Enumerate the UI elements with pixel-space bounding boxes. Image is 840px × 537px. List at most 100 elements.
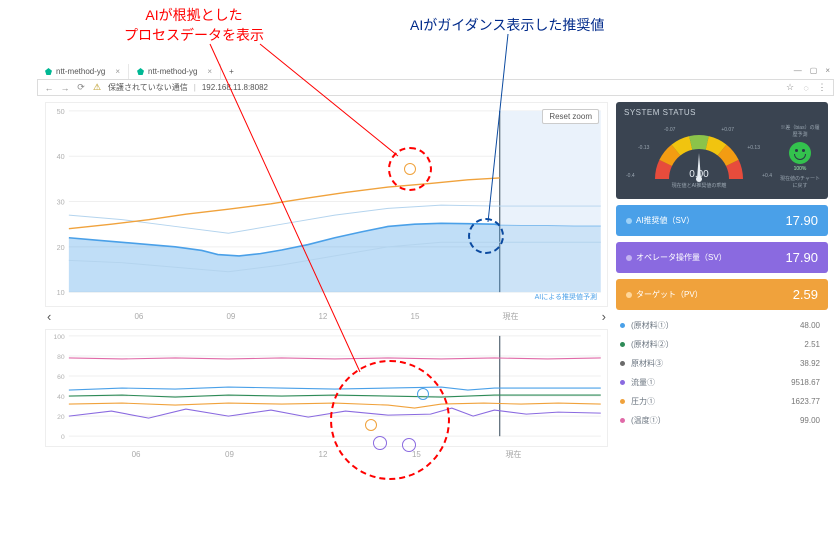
browser-url-bar[interactable]: ← → ⟳ ⚠ 保護されていない通信 | 192.168.11.8:8082 ☆… bbox=[37, 79, 834, 96]
kpi-ai-sv: AI推奨値（SV） 17.90 bbox=[616, 205, 828, 236]
window-maximize-icon[interactable]: ▢ bbox=[810, 66, 818, 75]
kpi-label: ターゲット（PV） bbox=[636, 289, 703, 300]
process-var-row[interactable]: 流量① 9518.67 bbox=[616, 373, 828, 392]
process-var-value: 48.00 bbox=[800, 321, 820, 330]
annotation-right: AIがガイダンス表示した推奨値 bbox=[410, 16, 604, 36]
process-var-label: 原材料③ bbox=[631, 358, 663, 369]
x-tick: 09 bbox=[225, 450, 234, 459]
system-status-title: SYSTEM STATUS bbox=[624, 108, 820, 117]
new-tab-button[interactable]: + bbox=[221, 64, 242, 79]
gauge-scale: -0.4 bbox=[626, 173, 635, 179]
x-tick: 12 bbox=[319, 450, 328, 459]
chart-nav-next-icon[interactable]: › bbox=[602, 309, 606, 324]
x-tick: 06 bbox=[132, 450, 141, 459]
kpi-label: オペレータ操作量（SV） bbox=[636, 252, 727, 263]
status-smile: ※差（bias）の履歴予測 100% 現在値のチャートに戻す bbox=[780, 124, 820, 189]
svg-text:80: 80 bbox=[57, 354, 65, 361]
x-tick: 15 bbox=[412, 450, 421, 459]
x-tick: 09 bbox=[226, 312, 235, 321]
browser-tab-2[interactable]: ntt-method-yg × bbox=[129, 64, 221, 79]
gauge-scale: +0.13 bbox=[747, 145, 760, 151]
smile-value: 100% bbox=[780, 166, 820, 172]
process-var-value: 99.00 bbox=[800, 416, 820, 425]
svg-text:60: 60 bbox=[57, 374, 65, 381]
process-var-label: 流量① bbox=[631, 377, 655, 388]
svg-text:20: 20 bbox=[57, 414, 65, 421]
kpi-value: 2.59 bbox=[793, 287, 818, 302]
nav-reload-icon[interactable]: ⟳ bbox=[76, 83, 86, 93]
gauge-scale: -0.13 bbox=[638, 145, 649, 151]
bookmark-icon[interactable]: ☆ bbox=[785, 83, 795, 93]
profile-icon[interactable]: ◌ bbox=[801, 83, 811, 93]
tab-favicon bbox=[137, 68, 144, 75]
browser-tab-1[interactable]: ntt-method-yg × bbox=[37, 64, 129, 79]
svg-text:40: 40 bbox=[57, 394, 65, 401]
svg-text:40: 40 bbox=[57, 153, 65, 161]
chart-nav-prev-icon[interactable]: ‹ bbox=[47, 309, 51, 324]
menu-icon[interactable]: ⋮ bbox=[817, 83, 827, 93]
system-status-panel: SYSTEM STATUS 0.00 現在値とAI推奨値の乖離 -0.4 -0.… bbox=[616, 102, 828, 199]
process-var-row[interactable]: 原材料③ 38.92 bbox=[616, 354, 828, 373]
svg-text:10: 10 bbox=[57, 289, 65, 297]
process-var-value: 1623.77 bbox=[791, 397, 820, 406]
process-var-label: (温度①） bbox=[631, 415, 666, 426]
series-color-dot bbox=[620, 380, 625, 385]
smile-header: ※差（bias）の履歴予測 bbox=[780, 124, 820, 138]
chart-bottom[interactable]: 020406080100 bbox=[45, 329, 608, 447]
process-var-value: 9518.67 bbox=[791, 378, 820, 387]
tab-close-icon[interactable]: × bbox=[207, 67, 212, 76]
kpi-target-pv: ターゲット（PV） 2.59 bbox=[616, 279, 828, 310]
security-warn-icon: ⚠ bbox=[92, 83, 102, 93]
series-color-dot bbox=[620, 361, 625, 366]
x-tick: 15 bbox=[411, 312, 420, 321]
kpi-value: 17.90 bbox=[785, 213, 818, 228]
series-color-dot bbox=[620, 399, 625, 404]
x-tick: 06 bbox=[134, 312, 143, 321]
x-tick: 現在 bbox=[505, 449, 521, 460]
chart-top-legend: AIによる推奨値予測 bbox=[535, 292, 597, 302]
gauge: 0.00 現在値とAI推奨値の乖離 -0.4 -0.13 -0.07 +0.07… bbox=[624, 121, 774, 191]
smile-face-icon bbox=[789, 142, 811, 164]
process-var-value: 2.51 bbox=[804, 340, 820, 349]
kpi-operator-sv: オペレータ操作量（SV） 17.90 bbox=[616, 242, 828, 273]
svg-text:100: 100 bbox=[53, 334, 65, 341]
process-var-row[interactable]: (原材料①） 48.00 bbox=[616, 316, 828, 335]
tab-title-2: ntt-method-yg bbox=[148, 67, 197, 76]
kpi-label: AI推奨値（SV） bbox=[636, 215, 694, 226]
series-color-dot bbox=[620, 323, 625, 328]
gauge-scale: +0.4 bbox=[762, 173, 772, 179]
process-var-label: 圧力① bbox=[631, 396, 655, 407]
process-var-row[interactable]: 圧力① 1623.77 bbox=[616, 392, 828, 411]
process-var-label: (原材料①） bbox=[631, 320, 674, 331]
window-close-icon[interactable]: × bbox=[825, 66, 830, 75]
chart-top[interactable]: Reset zoom 10 20 30 40 50 AIによる推奨値予測 bbox=[45, 102, 608, 307]
process-var-list: (原材料①） 48.00 (原材料②）2.51 原材料③ 38.92 流量① 9518.67… bbox=[616, 316, 828, 430]
series-color-dot bbox=[620, 342, 625, 347]
svg-text:30: 30 bbox=[57, 199, 65, 207]
tab-title-1: ntt-method-yg bbox=[56, 67, 105, 76]
nav-forward-icon[interactable]: → bbox=[60, 83, 70, 93]
process-var-row[interactable]: (温度①） 99.00 bbox=[616, 411, 828, 430]
process-var-row[interactable]: (原材料②）2.51 bbox=[616, 335, 828, 354]
kpi-dot bbox=[626, 255, 632, 261]
annotation-left-line2: プロセスデータを表示 bbox=[124, 26, 264, 46]
window-minimize-icon[interactable]: — bbox=[794, 66, 802, 75]
reset-zoom-button[interactable]: Reset zoom bbox=[542, 109, 599, 124]
svg-text:50: 50 bbox=[57, 108, 65, 116]
process-var-value: 38.92 bbox=[800, 359, 820, 368]
security-text: 保護されていない通信 bbox=[108, 82, 188, 93]
gauge-scale: +0.07 bbox=[721, 127, 734, 133]
kpi-value: 17.90 bbox=[785, 250, 818, 265]
tab-close-icon[interactable]: × bbox=[115, 67, 120, 76]
tab-favicon bbox=[45, 68, 52, 75]
smile-sub[interactable]: 現在値のチャートに戻す bbox=[780, 175, 820, 189]
gauge-subtitle: 現在値とAI推奨値の乖離 bbox=[672, 182, 727, 189]
nav-back-icon[interactable]: ← bbox=[44, 83, 54, 93]
kpi-dot bbox=[626, 218, 632, 224]
browser-tabbar: ntt-method-yg × ntt-method-yg × + bbox=[37, 64, 377, 79]
annotation-left-line1: AIが根拠とした bbox=[124, 6, 264, 26]
series-color-dot bbox=[620, 418, 625, 423]
x-tick: 12 bbox=[318, 312, 327, 321]
gauge-value: 0.00 bbox=[689, 169, 708, 180]
svg-text:20: 20 bbox=[57, 244, 65, 252]
